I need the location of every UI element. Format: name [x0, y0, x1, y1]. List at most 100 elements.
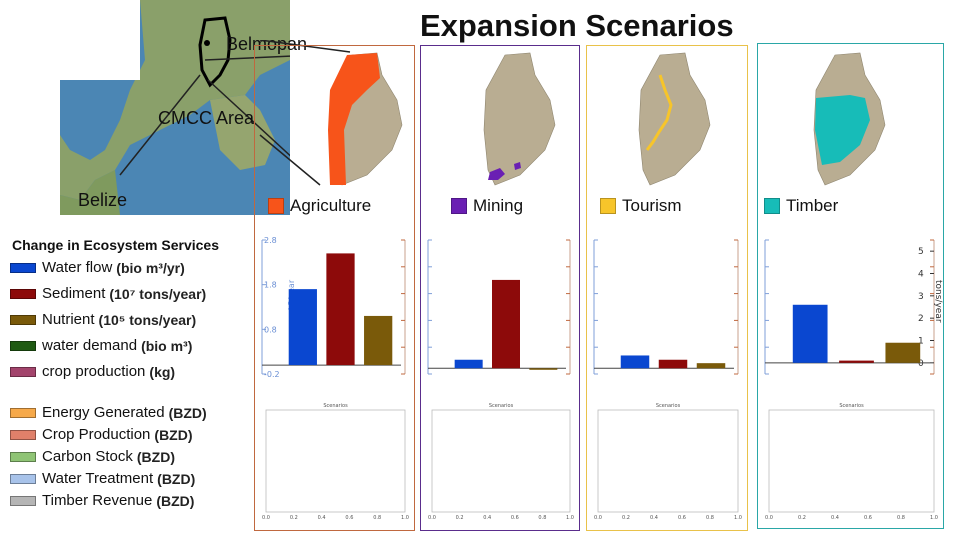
scenario-name: Agriculture: [290, 196, 372, 215]
empty-chart-tourism: Scenarios 0.0 0.2 0.4 0.6 0.8 1.0: [594, 403, 742, 521]
bar-chart-timber: 0 1 2 3 4 5 tons/year: [764, 239, 943, 375]
x-tick-label: 0.6: [511, 515, 519, 521]
map-label-capital: Belmopan: [226, 34, 308, 54]
scenario-label-mining: Mining: [451, 196, 523, 216]
empty-chart-frame: [265, 409, 406, 513]
map-timber: [813, 52, 886, 186]
y-tick-label: 1.8: [264, 281, 277, 290]
map-mining: [483, 52, 556, 186]
legend-swatch: [10, 314, 36, 325]
service-legend-item: Water flow (bio m³/yr): [10, 259, 185, 276]
bar-water-flow: [620, 355, 650, 369]
service-legend-item: water demand (bio m³): [10, 337, 192, 354]
mining-swatch: [451, 198, 467, 214]
legend-swatch: [10, 451, 36, 462]
value-legend-item: Carbon Stock (BZD): [10, 448, 175, 465]
x-tick-label: 0.0: [594, 515, 602, 521]
x-tick-label: 0.0: [428, 515, 436, 521]
legend-label: Carbon Stock: [42, 448, 133, 465]
scenario-label-timber: Timber: [764, 196, 838, 216]
y-tick-label-right: 4: [918, 270, 924, 280]
legend-swatch: [10, 366, 36, 377]
x-tick-label: 0.6: [864, 515, 872, 521]
y-tick-label-right: 5: [918, 247, 924, 257]
legend-unit: (BZD): [168, 404, 207, 421]
x-tick-label: 0.4: [483, 515, 491, 521]
y-tick-label-right: 0: [918, 359, 924, 369]
capital-dot-icon: [204, 40, 210, 46]
scenario-name: Tourism: [622, 196, 682, 215]
empty-chart-frame: [768, 409, 935, 513]
value-legend-item: Water Treatment (BZD): [10, 470, 195, 487]
scenario-name: Mining: [473, 196, 524, 215]
bar-sediment: [839, 360, 874, 363]
bar-nutrient: [696, 363, 726, 369]
bar-chart-agriculture: -0.20.81.82.8m^3/year: [261, 236, 406, 379]
bar-water-flow: [792, 304, 828, 363]
y-tick-label: 2.8: [264, 236, 277, 245]
bar-sediment: [658, 359, 688, 369]
legend-title: Change in Ecosystem Services: [12, 237, 219, 253]
legend-unit: (BZD): [136, 448, 175, 465]
legend-unit: (kg): [149, 363, 176, 380]
service-legend-item: crop production (kg): [10, 363, 175, 380]
legend-swatch: [10, 473, 36, 484]
panel-mining: [420, 45, 580, 531]
x-tick-label: 1.0: [401, 515, 409, 521]
y-tick-label-right: 1: [918, 337, 924, 347]
legend-swatch: [10, 429, 36, 440]
bar-sediment: [492, 279, 520, 369]
service-legend-item: Nutrient (10⁵ tons/year): [10, 311, 196, 328]
locator-map: [60, 0, 290, 215]
legend-unit: (BZD): [156, 492, 195, 509]
x-tick-label: 0.8: [706, 515, 714, 521]
empty-chart-timber: Scenarios 0.0 0.2 0.4 0.6 0.8 1.0: [765, 403, 938, 521]
empty-chart-title: Scenarios: [656, 403, 681, 409]
legend-swatch: [10, 407, 36, 418]
legend-swatch: [10, 262, 36, 273]
y-tick-label-right: 2: [918, 314, 924, 324]
legend-swatch: [10, 340, 36, 351]
legend-label: Timber Revenue: [42, 492, 153, 509]
bar-nutrient: [529, 368, 558, 370]
bar-chart-tourism: [593, 239, 739, 375]
empty-chart-mining: Scenarios 0.0 0.2 0.4 0.6 0.8 1.0: [428, 403, 574, 521]
legend-unit: (BZD): [154, 426, 193, 443]
scenario-name: Timber: [786, 196, 839, 215]
panel-tourism: [586, 45, 748, 531]
x-tick-label: 1.0: [566, 515, 574, 521]
bar-sediment: [326, 253, 355, 366]
empty-chart-title: Scenarios: [323, 403, 348, 409]
legend-label: water demand: [42, 337, 138, 354]
legend-label: Sediment: [42, 285, 106, 302]
x-tick-label: 0.4: [650, 515, 658, 521]
x-tick-label: 0.2: [456, 515, 464, 521]
legend-label: Water flow: [42, 259, 113, 276]
panel-timber: [757, 43, 944, 529]
legend-label: Water Treatment: [42, 470, 154, 487]
map-agriculture: [328, 52, 403, 186]
x-tick-label: 0.2: [290, 515, 298, 521]
legend-unit: (BZD): [157, 470, 196, 487]
legend-unit: (10⁵ tons/year): [98, 311, 197, 328]
x-tick-label: 0.8: [538, 515, 546, 521]
map-tourism: [638, 52, 711, 186]
bar-water-flow: [454, 359, 483, 369]
x-tick-label: 0.6: [678, 515, 686, 521]
value-legend-item: Energy Generated (BZD): [10, 404, 207, 421]
x-tick-label: 1.0: [930, 515, 938, 521]
y-tick-label-right: 3: [918, 292, 924, 302]
bar-nutrient: [364, 315, 393, 366]
service-legend-item: Sediment (10⁷ tons/year): [10, 285, 206, 302]
empty-chart-agriculture: Scenarios 0.0 0.2 0.4 0.6 0.8 1.0: [262, 403, 409, 521]
tourism-swatch: [600, 198, 616, 214]
legend-label: Crop Production: [42, 426, 151, 443]
x-tick-label: 0.4: [318, 515, 326, 521]
legend-swatch: [10, 495, 36, 506]
bar-chart-mining: [427, 239, 571, 375]
empty-chart-frame: [597, 409, 739, 513]
scenario-label-tourism: Tourism: [600, 196, 682, 216]
legend-swatch: [10, 288, 36, 299]
legend-unit: (bio m³/yr): [116, 259, 185, 276]
panel-agriculture: [254, 45, 415, 531]
